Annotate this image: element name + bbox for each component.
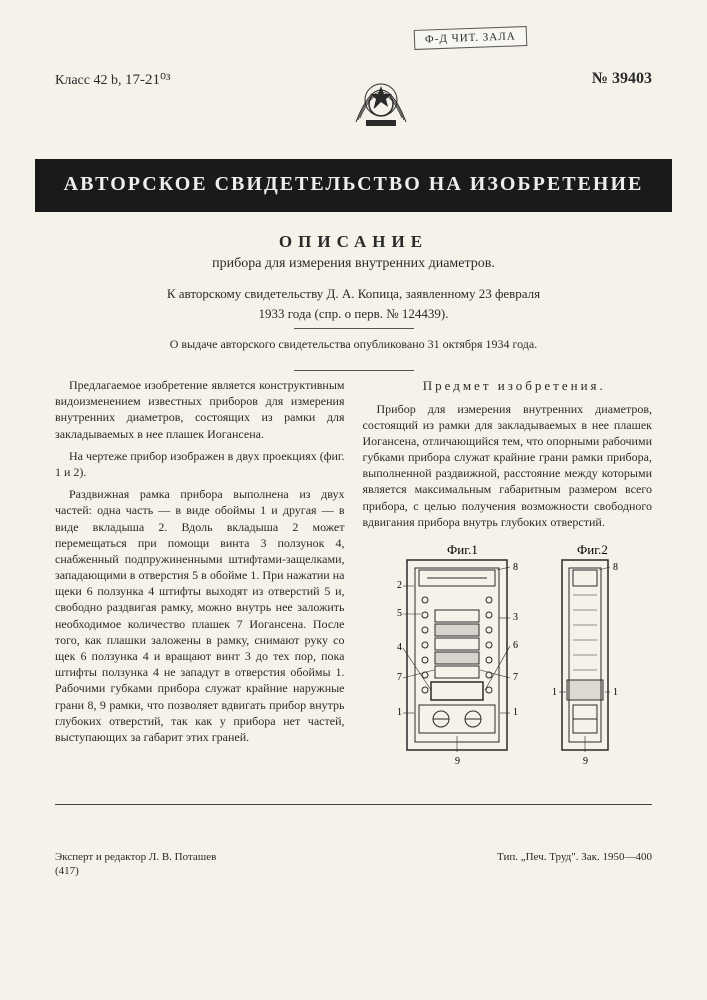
- svg-text:5: 5: [397, 608, 402, 619]
- cert-text-1: К авторскому свидетельству Д. А. Копица,…: [167, 286, 540, 301]
- svg-text:3: 3: [513, 612, 518, 623]
- svg-text:6: 6: [513, 640, 518, 651]
- fig1-label: Фиг.1: [447, 542, 478, 557]
- svg-text:2: 2: [397, 580, 402, 591]
- class-handwritten: 17-21⁰³: [125, 72, 171, 88]
- svg-text:9: 9: [583, 756, 588, 767]
- svg-text:8: 8: [513, 562, 518, 573]
- page-code: (417): [55, 865, 652, 877]
- description-subtitle: прибора для измерения внутренних диаметр…: [55, 256, 652, 272]
- page: Ф-Д ЧИТ. ЗАЛА Класс 42 b, 17-21⁰³ № 3940…: [0, 0, 707, 907]
- footer-rule: [55, 804, 652, 805]
- publication-line: О выдаче авторского свидетельства опубли…: [55, 337, 652, 352]
- certificate-line-2: 1933 года (спр. о перв. № 124439).: [55, 306, 652, 322]
- svg-text:1: 1: [397, 707, 402, 718]
- left-p3: Раздвижная рамка прибора выполнена из дв…: [55, 486, 345, 745]
- left-column: Предлагаемое изобретение является констр…: [55, 377, 345, 774]
- svg-text:Фиг.2: Фиг.2: [577, 542, 608, 557]
- svg-text:1: 1: [552, 687, 557, 698]
- left-p2: На чертеже прибор изображен в двух проек…: [55, 448, 345, 480]
- title-banner: АВТОРСКОЕ СВИДЕТЕЛЬСТВО НА ИЗОБРЕТЕНИЕ: [35, 159, 672, 212]
- footer-print: Тип. „Печ. Труд". Зак. 1950—400: [497, 851, 652, 863]
- right-p1: Прибор для измерения внутренних диаметро…: [363, 401, 653, 531]
- svg-text:7: 7: [397, 672, 402, 683]
- left-p1: Предлагаемое изобретение является констр…: [55, 377, 345, 442]
- divider-small-1: [294, 328, 414, 329]
- right-column: Предмет изобретения. Прибор для измерени…: [363, 377, 653, 774]
- figure-block: Фиг.1: [363, 540, 653, 774]
- body-columns: Предлагаемое изобретение является констр…: [55, 377, 652, 774]
- svg-text:4: 4: [397, 642, 402, 653]
- class-block: Класс 42 b, 17-21⁰³: [55, 70, 170, 89]
- svg-text:7: 7: [513, 672, 518, 683]
- certificate-line-1: К авторскому свидетельству Д. А. Копица,…: [55, 286, 652, 302]
- library-stamp: Ф-Д ЧИТ. ЗАЛА: [414, 26, 527, 50]
- svg-text:9: 9: [455, 756, 460, 767]
- header-row: Класс 42 b, 17-21⁰³ № 39403: [55, 70, 652, 139]
- claim-title: Предмет изобретения.: [363, 377, 653, 395]
- divider-small-2: [294, 370, 414, 371]
- description-title: ОПИСАНИЕ: [55, 232, 652, 252]
- state-emblem-icon: [346, 70, 416, 139]
- svg-text:1: 1: [513, 707, 518, 718]
- svg-text:8: 8: [613, 562, 618, 573]
- class-label: Класс 42 b,: [55, 73, 121, 88]
- footer-row: Эксперт и редактор Л. В. Поташев Тип. „П…: [55, 845, 652, 863]
- svg-text:1: 1: [613, 687, 618, 698]
- footer-editor: Эксперт и редактор Л. В. Поташев: [55, 851, 216, 863]
- document-number: № 39403: [592, 70, 652, 88]
